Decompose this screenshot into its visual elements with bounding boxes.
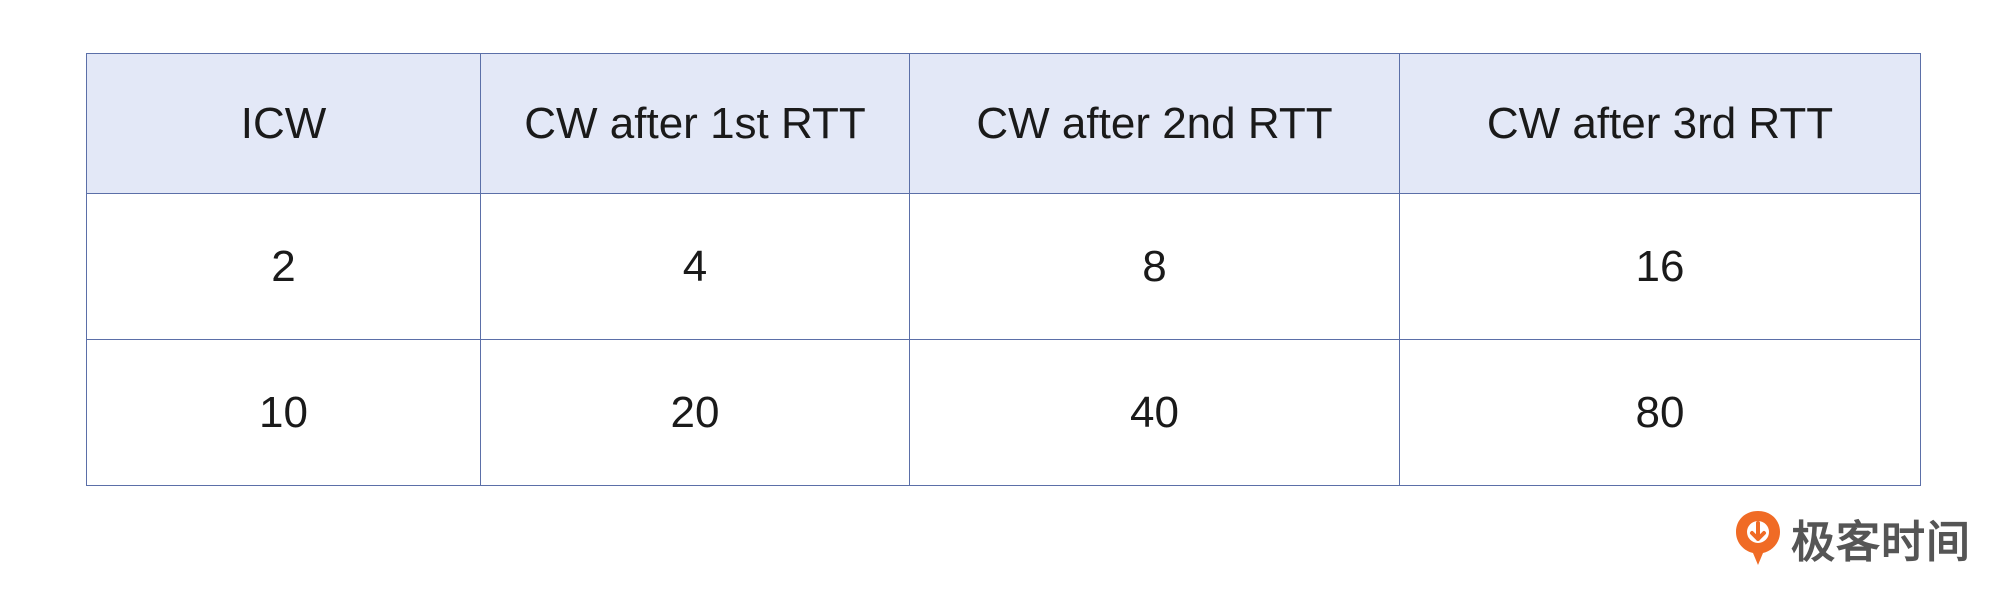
data-table-container: ICW CW after 1st RTT CW after 2nd RTT CW… xyxy=(86,53,1921,486)
column-header-cw-2nd-rtt: CW after 2nd RTT xyxy=(909,53,1400,194)
watermark-text: 极客时间 xyxy=(1791,517,1971,568)
congestion-window-table: ICW CW after 1st RTT CW after 2nd RTT CW… xyxy=(86,53,1921,486)
column-header-icw: ICW xyxy=(86,53,481,194)
column-header-cw-3rd-rtt: CW after 3rd RTT xyxy=(1399,53,1921,194)
table-cell: 10 xyxy=(86,339,481,486)
table-header: ICW CW after 1st RTT CW after 2nd RTT CW… xyxy=(86,53,1921,194)
geektime-logo-icon xyxy=(1736,511,1780,565)
table-cell: 2 xyxy=(86,193,481,340)
table-cell: 4 xyxy=(480,193,910,340)
table-cell: 20 xyxy=(480,339,910,486)
table-row: 10 20 40 80 xyxy=(86,339,1921,486)
table-cell: 8 xyxy=(909,193,1400,340)
column-header-cw-1st-rtt: CW after 1st RTT xyxy=(480,53,910,194)
table-row: 2 4 8 16 xyxy=(86,193,1921,340)
table-cell: 16 xyxy=(1399,193,1921,340)
header-row: ICW CW after 1st RTT CW after 2nd RTT CW… xyxy=(86,53,1921,194)
geektime-watermark: 极客时间 xyxy=(1733,508,1971,568)
table-cell: 40 xyxy=(909,339,1400,486)
table-cell: 80 xyxy=(1399,339,1921,486)
table-body: 2 4 8 16 10 20 40 80 xyxy=(86,193,1921,486)
